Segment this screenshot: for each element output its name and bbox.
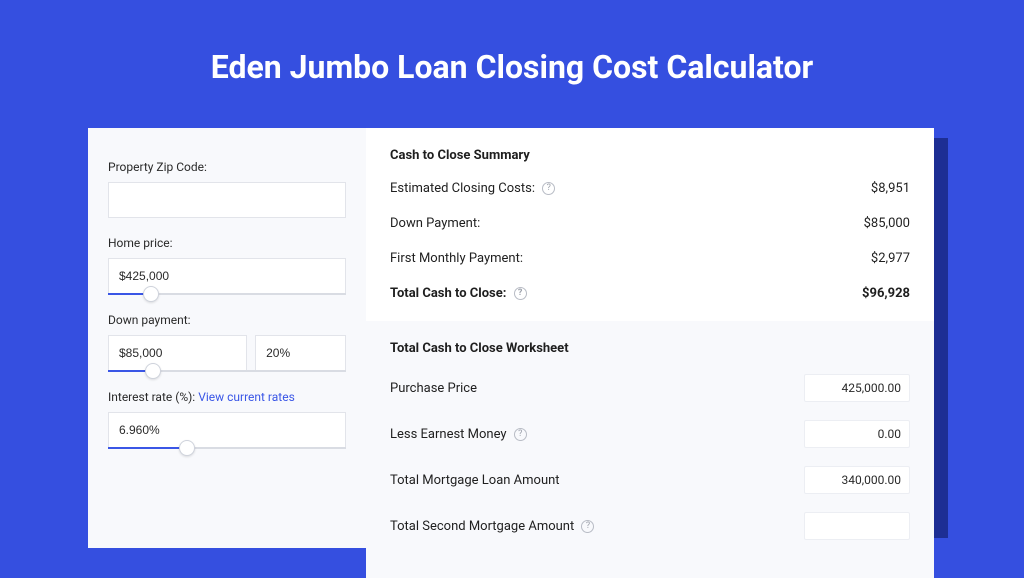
help-icon[interactable]: ? (514, 428, 527, 441)
worksheet-row-second-mortgage: Total Second Mortgage Amount ? (390, 512, 910, 540)
results-panel: Cash to Close Summary Estimated Closing … (366, 128, 934, 548)
interest-rate-label: Interest rate (%): View current rates (108, 390, 346, 404)
view-rates-link[interactable]: View current rates (198, 390, 295, 404)
summary-row-down-payment: Down Payment: $85,000 (390, 216, 910, 231)
down-payment-slider-thumb[interactable] (145, 363, 161, 379)
worksheet-value: 340,000.00 (804, 466, 910, 494)
worksheet-label: Total Second Mortgage Amount ? (390, 519, 594, 534)
interest-rate-field: Interest rate (%): View current rates (108, 390, 346, 449)
summary-label-text: Estimated Closing Costs: (390, 181, 535, 196)
inputs-panel: Property Zip Code: Home price: Down paym… (88, 128, 366, 548)
home-price-label: Home price: (108, 236, 346, 250)
summary-row-first-payment: First Monthly Payment: $2,977 (390, 251, 910, 266)
summary-title: Cash to Close Summary (390, 148, 910, 163)
worksheet-value (804, 512, 910, 540)
summary-label-text: Total Cash to Close: (390, 286, 506, 301)
down-payment-slider[interactable] (108, 370, 346, 372)
summary-value: $2,977 (871, 251, 910, 266)
down-payment-label: Down payment: (108, 313, 346, 327)
interest-rate-input[interactable] (108, 412, 346, 448)
worksheet-label: Total Mortgage Loan Amount (390, 473, 560, 488)
help-icon[interactable]: ? (514, 287, 527, 300)
summary-label: Estimated Closing Costs: ? (390, 181, 555, 196)
worksheet-label-text: Total Second Mortgage Amount (390, 519, 574, 534)
summary-value: $96,928 (862, 286, 910, 301)
home-price-slider-thumb[interactable] (143, 286, 159, 302)
worksheet-value: 425,000.00 (804, 374, 910, 402)
calculator-card: Property Zip Code: Home price: Down paym… (88, 128, 934, 548)
worksheet-row-mortgage-amount: Total Mortgage Loan Amount 340,000.00 (390, 466, 910, 494)
summary-label: Total Cash to Close: ? (390, 286, 527, 301)
home-price-slider[interactable] (108, 293, 346, 295)
worksheet-label: Less Earnest Money ? (390, 427, 527, 442)
help-icon[interactable]: ? (542, 182, 555, 195)
home-price-field: Home price: (108, 236, 346, 295)
zip-field: Property Zip Code: (108, 160, 346, 218)
worksheet-label-text: Less Earnest Money (390, 427, 507, 442)
worksheet-label: Purchase Price (390, 381, 477, 396)
page-title: Eden Jumbo Loan Closing Cost Calculator (0, 0, 1024, 114)
zip-input[interactable] (108, 182, 346, 218)
help-icon[interactable]: ? (581, 520, 594, 533)
summary-value: $8,951 (871, 181, 910, 196)
down-payment-field: Down payment: (108, 313, 346, 372)
summary-value: $85,000 (864, 216, 910, 231)
worksheet-value: 0.00 (804, 420, 910, 448)
down-payment-pct-input[interactable] (255, 335, 346, 371)
zip-label: Property Zip Code: (108, 160, 346, 174)
summary-label: First Monthly Payment: (390, 251, 523, 266)
worksheet-title: Total Cash to Close Worksheet (390, 341, 910, 356)
interest-rate-slider-fill (108, 447, 187, 449)
worksheet-row-earnest-money: Less Earnest Money ? 0.00 (390, 420, 910, 448)
worksheet-row-purchase-price: Purchase Price 425,000.00 (390, 374, 910, 402)
worksheet-section: Total Cash to Close Worksheet Purchase P… (366, 321, 934, 578)
interest-rate-label-text: Interest rate (%): (108, 390, 198, 404)
interest-rate-slider[interactable] (108, 447, 346, 449)
interest-rate-slider-thumb[interactable] (179, 440, 195, 456)
down-payment-input[interactable] (108, 335, 247, 371)
summary-label: Down Payment: (390, 216, 480, 231)
summary-row-closing-costs: Estimated Closing Costs: ? $8,951 (390, 181, 910, 196)
summary-row-total: Total Cash to Close: ? $96,928 (390, 286, 910, 301)
